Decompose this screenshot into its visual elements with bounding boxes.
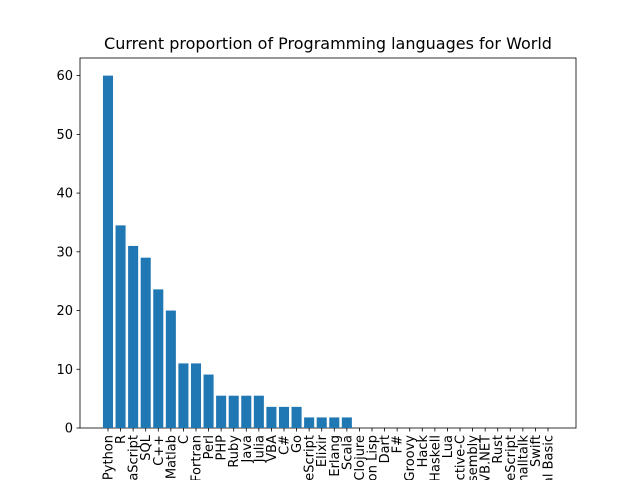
bar bbox=[291, 406, 302, 428]
x-tick-label: TypeScript bbox=[303, 435, 318, 480]
bar bbox=[341, 417, 352, 428]
y-tick-label: 40 bbox=[56, 187, 73, 202]
x-tick-label: Rust bbox=[491, 435, 506, 464]
bar bbox=[304, 417, 315, 428]
x-tick-label: Erlang bbox=[328, 435, 343, 477]
x-tick-label: Dart bbox=[378, 435, 393, 463]
chart-title: Current proportion of Programming langua… bbox=[104, 34, 552, 53]
x-tick-label: Assembly bbox=[466, 435, 481, 480]
bar bbox=[153, 289, 164, 428]
bar bbox=[216, 395, 227, 428]
x-tick-label: Fortran bbox=[189, 435, 204, 480]
bar bbox=[102, 75, 114, 428]
x-tick-label: Swift bbox=[529, 435, 544, 467]
y-tick-label: 30 bbox=[56, 245, 73, 260]
x-tick-label: Haskell bbox=[428, 435, 443, 480]
bar bbox=[316, 417, 327, 428]
x-tick-label: Lua bbox=[441, 435, 456, 458]
x-tick-label: Hack bbox=[416, 435, 431, 468]
bar bbox=[165, 310, 176, 428]
bar bbox=[253, 395, 264, 428]
x-tick-label: F# bbox=[391, 435, 406, 453]
x-tick-label: Visual Basic bbox=[542, 435, 557, 480]
y-tick-label: 50 bbox=[56, 128, 73, 143]
bar bbox=[190, 363, 202, 428]
x-tick-label: Matlab bbox=[164, 435, 179, 479]
bar bbox=[115, 225, 126, 428]
x-tick-label: C# bbox=[277, 435, 292, 455]
x-tick-label: C bbox=[177, 435, 192, 444]
bar bbox=[178, 363, 189, 428]
x-tick-label: Go bbox=[290, 435, 305, 453]
bar bbox=[266, 406, 277, 428]
x-tick-label: CoffeeScript bbox=[504, 435, 519, 480]
y-tick-label: 0 bbox=[65, 422, 73, 437]
bar bbox=[203, 374, 214, 428]
x-tick-label: Perl bbox=[202, 435, 217, 459]
x-tick-label: C++ bbox=[152, 435, 167, 466]
x-tick-label: JavaScript bbox=[127, 435, 142, 480]
bar bbox=[241, 395, 252, 428]
x-tick-label: SQL bbox=[139, 434, 154, 460]
axes-frame bbox=[79, 57, 577, 429]
y-tick-label: 20 bbox=[56, 304, 73, 319]
x-tick-label: Objective-C bbox=[454, 435, 469, 480]
x-tick-label: Java bbox=[240, 435, 255, 463]
bar bbox=[228, 395, 239, 428]
bar bbox=[128, 245, 139, 428]
x-tick-label: Ruby bbox=[227, 435, 242, 468]
x-tick-label: Smalltalk bbox=[516, 435, 531, 480]
x-tick-label: VB.NET bbox=[479, 435, 494, 480]
y-tick-label: 10 bbox=[56, 363, 73, 378]
bar bbox=[329, 417, 340, 428]
bar bbox=[278, 406, 290, 428]
x-tick-label: VBA bbox=[265, 435, 280, 462]
x-tick-label: Common Lisp bbox=[366, 435, 381, 480]
x-tick-label: Scala bbox=[340, 435, 355, 470]
x-tick-label: Julia bbox=[252, 435, 267, 463]
bar bbox=[140, 257, 151, 428]
x-tick-label: PHP bbox=[215, 435, 230, 461]
x-tick-label: Groovy bbox=[403, 435, 418, 480]
x-tick-label: Elixir bbox=[315, 434, 330, 467]
y-tick-label: 60 bbox=[56, 69, 73, 84]
x-tick-label: Python bbox=[101, 435, 116, 480]
x-tick-label: Clojure bbox=[353, 435, 368, 480]
x-tick-label: R bbox=[114, 435, 129, 444]
